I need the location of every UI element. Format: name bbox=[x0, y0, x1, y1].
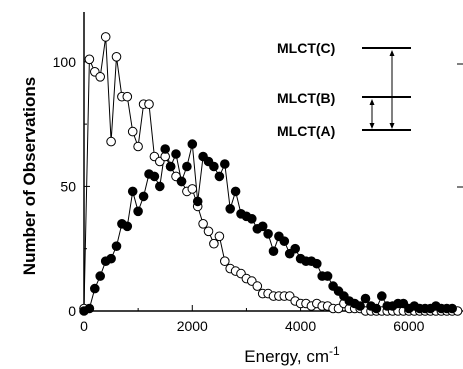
inset-label-mlct-c: MLCT(C) bbox=[277, 40, 335, 56]
inset-label-mlct-b: MLCT(B) bbox=[277, 90, 335, 106]
series-1-point bbox=[312, 258, 322, 269]
y-axis-ticks: 0 50 100 bbox=[53, 54, 90, 319]
series-0-line bbox=[83, 36, 458, 312]
series-1-point bbox=[360, 293, 371, 304]
series-1-point bbox=[106, 253, 116, 264]
series-1-point bbox=[155, 181, 165, 192]
series-0-point bbox=[187, 184, 198, 194]
y-tick-label: 100 bbox=[53, 54, 77, 70]
x-tick-label: 6000 bbox=[393, 318, 424, 334]
plot-frame bbox=[83, 12, 463, 312]
series-1-point bbox=[268, 246, 279, 256]
series-1-point bbox=[257, 221, 268, 232]
series-1-point bbox=[149, 171, 160, 182]
series-1-point bbox=[182, 161, 192, 172]
series-0-point bbox=[133, 141, 143, 152]
inset-label-mlct-a: MLCT(A) bbox=[277, 123, 335, 139]
series-1-point bbox=[355, 301, 365, 311]
x-tick-label: 4000 bbox=[285, 318, 316, 334]
energy-level-inset: MLCT(C) MLCT(B) MLCT(A) bbox=[277, 40, 411, 139]
series-0-point bbox=[209, 238, 219, 249]
series-points bbox=[79, 32, 463, 316]
series-1-point bbox=[84, 303, 95, 314]
inset-arrowhead-c-up bbox=[389, 50, 395, 56]
series-1-point bbox=[122, 221, 133, 232]
series-1-point bbox=[192, 196, 203, 207]
series-1-point bbox=[95, 271, 105, 281]
series-1-point bbox=[247, 214, 257, 224]
series-0-point bbox=[220, 256, 230, 267]
x-tick-label: 0 bbox=[80, 318, 88, 334]
series-1-point bbox=[133, 206, 143, 217]
inset-arrowhead-a-up bbox=[369, 99, 375, 105]
series-1-point bbox=[209, 161, 219, 172]
series-1-point bbox=[214, 171, 225, 182]
series-0-point bbox=[122, 91, 133, 102]
series-1-point bbox=[171, 149, 181, 159]
x-axis-label-superscript: -1 bbox=[329, 344, 340, 358]
series-0-point bbox=[252, 281, 263, 291]
inset-arrowhead-a-down bbox=[369, 123, 375, 129]
series-0-point bbox=[203, 226, 214, 237]
series-1-point bbox=[290, 243, 301, 254]
series-1-point bbox=[225, 204, 235, 214]
series-1-point bbox=[90, 283, 100, 294]
series-1-point bbox=[160, 144, 170, 154]
series-1-point bbox=[371, 303, 382, 314]
series-1-point bbox=[176, 176, 187, 187]
x-axis-label: Energy, cm-1 bbox=[244, 344, 340, 366]
series-1-point bbox=[447, 303, 458, 314]
series-1-point bbox=[220, 159, 230, 169]
series-0-point bbox=[144, 99, 154, 109]
inset-arrowhead-c-down bbox=[389, 123, 395, 129]
series-0-point bbox=[111, 52, 122, 62]
series-1-point bbox=[377, 291, 387, 301]
series-1-point bbox=[322, 271, 333, 281]
y-axis-label: Number of Observations bbox=[20, 77, 39, 275]
series-1-point bbox=[230, 186, 241, 197]
series-1-point bbox=[165, 161, 176, 172]
series-0-point bbox=[214, 231, 225, 242]
series-0-point bbox=[127, 126, 138, 137]
series-0-point bbox=[198, 219, 208, 229]
series-1-line bbox=[83, 143, 453, 312]
series-1-point bbox=[111, 241, 122, 251]
series-0-point bbox=[84, 54, 95, 65]
series-0-point bbox=[100, 32, 111, 42]
series-lines bbox=[83, 36, 458, 312]
x-axis-ticks: 0 2000 4000 6000 bbox=[80, 305, 425, 334]
x-tick-label: 2000 bbox=[177, 318, 208, 334]
series-1-point bbox=[279, 236, 290, 246]
series-1-point bbox=[138, 191, 149, 202]
series-1-point bbox=[187, 139, 198, 149]
series-0-point bbox=[106, 136, 116, 147]
series-1-point bbox=[127, 186, 138, 197]
y-tick-label: 50 bbox=[60, 178, 76, 194]
series-0-point bbox=[95, 72, 105, 82]
x-axis-label-main: Energy, cm bbox=[244, 347, 329, 366]
y-tick-label: 0 bbox=[68, 303, 76, 319]
series-1-point bbox=[263, 229, 273, 239]
